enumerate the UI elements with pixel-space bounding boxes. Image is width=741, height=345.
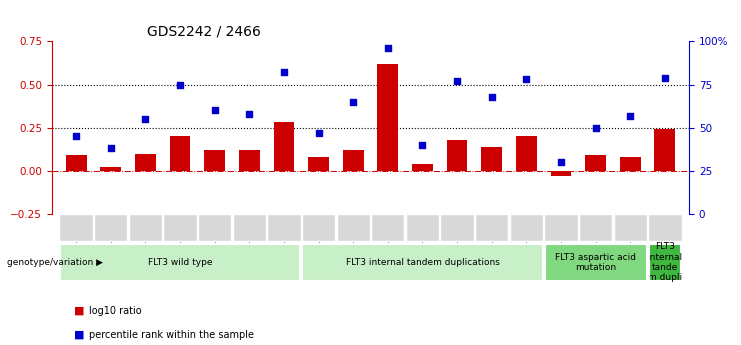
FancyBboxPatch shape: [129, 215, 162, 241]
FancyBboxPatch shape: [648, 244, 681, 281]
Text: FLT3 aspartic acid
mutation: FLT3 aspartic acid mutation: [555, 253, 636, 272]
Point: [555, 159, 567, 165]
FancyBboxPatch shape: [60, 244, 300, 281]
Point: [625, 113, 637, 118]
FancyBboxPatch shape: [94, 215, 127, 241]
Bar: [620, 157, 641, 171]
FancyBboxPatch shape: [336, 215, 370, 241]
Bar: [100, 167, 121, 171]
FancyBboxPatch shape: [302, 244, 542, 281]
FancyBboxPatch shape: [198, 215, 231, 241]
Point: [278, 70, 290, 75]
Point: [348, 99, 359, 105]
Bar: [308, 157, 329, 171]
Bar: [551, 171, 571, 176]
Point: [313, 130, 325, 136]
Point: [174, 82, 186, 87]
Text: ■: ■: [74, 330, 84, 339]
Text: FLT3
internal
tande
m dupli: FLT3 internal tande m dupli: [648, 242, 682, 282]
Bar: [239, 150, 259, 171]
Point: [382, 46, 393, 51]
Point: [243, 111, 255, 117]
Point: [104, 146, 116, 151]
Bar: [66, 155, 87, 171]
Bar: [447, 140, 468, 171]
Bar: [343, 150, 364, 171]
FancyBboxPatch shape: [371, 215, 405, 241]
Bar: [412, 164, 433, 171]
Bar: [135, 154, 156, 171]
Point: [659, 75, 671, 80]
FancyBboxPatch shape: [648, 215, 682, 241]
FancyBboxPatch shape: [475, 215, 508, 241]
FancyBboxPatch shape: [164, 215, 196, 241]
Text: ■: ■: [74, 306, 84, 315]
Point: [139, 116, 151, 122]
Text: percentile rank within the sample: percentile rank within the sample: [89, 330, 254, 339]
Text: genotype/variation ▶: genotype/variation ▶: [7, 258, 104, 267]
FancyBboxPatch shape: [268, 215, 301, 241]
Text: GDS2242 / 2466: GDS2242 / 2466: [147, 25, 262, 39]
Point: [209, 108, 221, 113]
Bar: [205, 150, 225, 171]
Bar: [654, 129, 675, 171]
Text: log10 ratio: log10 ratio: [89, 306, 142, 315]
FancyBboxPatch shape: [579, 215, 612, 241]
Point: [486, 94, 498, 99]
Point: [416, 142, 428, 148]
Point: [520, 77, 532, 82]
Bar: [516, 136, 536, 171]
FancyBboxPatch shape: [406, 215, 439, 241]
FancyBboxPatch shape: [59, 215, 93, 241]
FancyBboxPatch shape: [614, 215, 647, 241]
Point: [70, 134, 82, 139]
FancyBboxPatch shape: [302, 215, 335, 241]
Bar: [482, 147, 502, 171]
FancyBboxPatch shape: [510, 215, 543, 241]
FancyBboxPatch shape: [545, 244, 647, 281]
Point: [451, 78, 463, 84]
Bar: [170, 136, 190, 171]
FancyBboxPatch shape: [233, 215, 266, 241]
Bar: [377, 64, 398, 171]
Text: FLT3 wild type: FLT3 wild type: [147, 258, 212, 267]
Bar: [273, 122, 294, 171]
FancyBboxPatch shape: [545, 215, 578, 241]
Text: FLT3 internal tandem duplications: FLT3 internal tandem duplications: [345, 258, 499, 267]
Point: [590, 125, 602, 130]
FancyBboxPatch shape: [440, 215, 473, 241]
Bar: [585, 155, 606, 171]
